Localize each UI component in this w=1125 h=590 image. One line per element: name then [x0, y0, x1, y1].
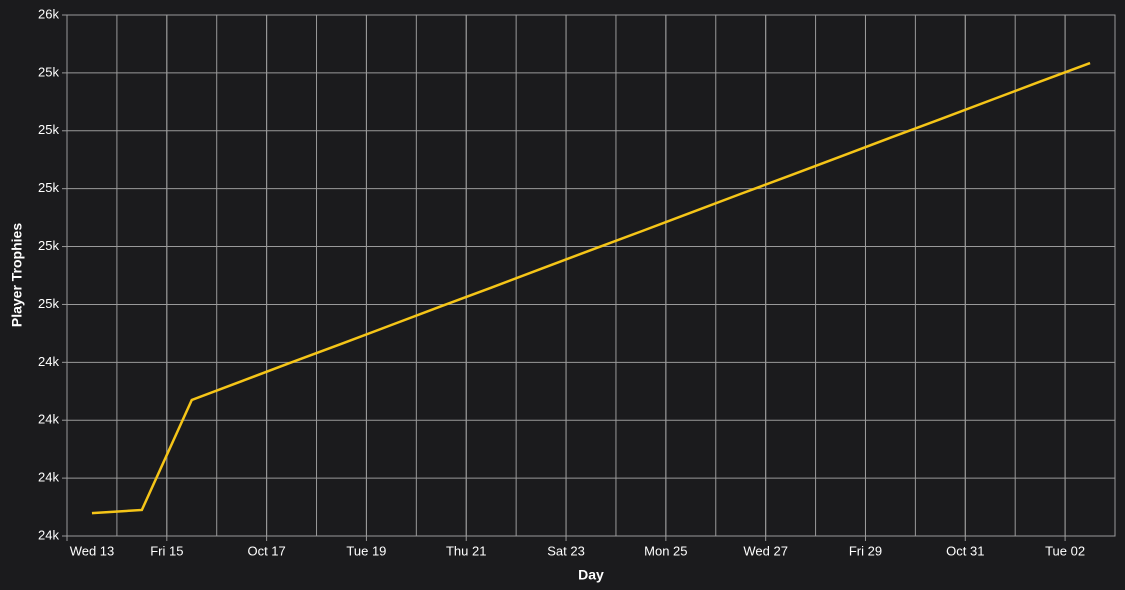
plot-frame [66, 14, 1116, 537]
x-tick-label: Sat 23 [547, 543, 585, 558]
y-tick-label: 25k [38, 296, 59, 311]
x-tick-label: Oct 31 [946, 543, 984, 558]
y-tick-label: 25k [38, 122, 59, 137]
x-tick-label: Wed 13 [70, 543, 115, 558]
x-tick-label: Fri 29 [849, 543, 882, 558]
y-tick-label: 24k [38, 354, 59, 369]
y-tick-label: 24k [38, 412, 59, 427]
x-tick-label: Thu 21 [446, 543, 486, 558]
line [91, 61, 1091, 515]
y-tick-label: 24k [38, 527, 59, 542]
x-tick-label: Tue 19 [346, 543, 386, 558]
x-axis-title: Day [578, 567, 604, 583]
y-tick-label: 25k [38, 180, 59, 195]
y-tick-label: 25k [38, 238, 59, 253]
y-tick-label: 26k [38, 6, 59, 21]
y-tick-label: 24k [38, 470, 59, 485]
x-tick-label: Wed 27 [743, 543, 788, 558]
x-tick-label: Tue 02 [1045, 543, 1085, 558]
y-axis-title: Player Trophies [9, 223, 25, 327]
x-tick-label: Oct 17 [247, 543, 285, 558]
x-tick-label: Fri 15 [150, 543, 183, 558]
x-tick-label: Mon 25 [644, 543, 687, 558]
y-tick-label: 25k [38, 64, 59, 79]
